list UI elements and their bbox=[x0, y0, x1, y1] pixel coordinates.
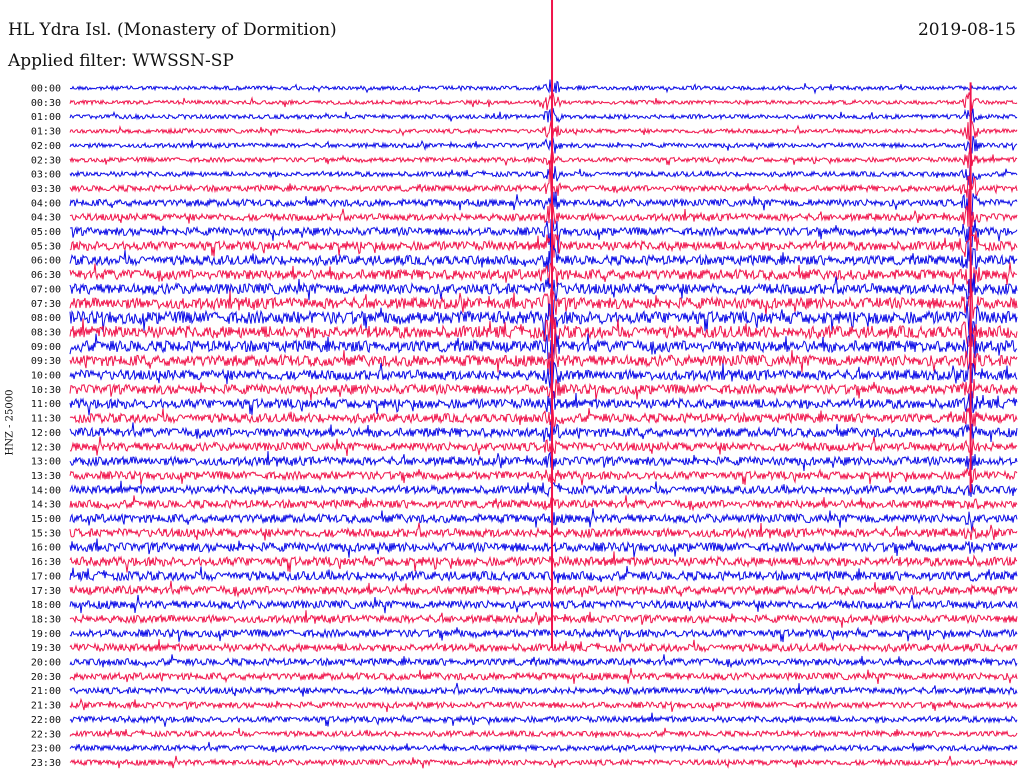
row-time-label: 03:30 bbox=[31, 184, 61, 195]
filter-label: Applied filter: WWSSN-SP bbox=[8, 51, 234, 71]
row-time-label: 23:30 bbox=[31, 758, 61, 769]
trace-row-0200 bbox=[69, 135, 1018, 155]
row-time-label: 06:30 bbox=[31, 270, 61, 281]
row-time-label: 12:30 bbox=[31, 442, 61, 453]
trace-row-0700 bbox=[69, 273, 1018, 302]
row-time-label: 15:30 bbox=[31, 528, 61, 539]
trace-row-1500 bbox=[69, 508, 1018, 533]
row-time-label: 13:30 bbox=[31, 471, 61, 482]
row-time-label: 22:30 bbox=[31, 729, 61, 740]
trace-row-0030 bbox=[69, 92, 1018, 112]
row-time-label: 13:00 bbox=[31, 457, 61, 468]
trace-row-1800 bbox=[69, 594, 1018, 614]
trace-row-1200 bbox=[69, 421, 1018, 443]
trace-row-1530 bbox=[69, 522, 1018, 541]
trace-row-0900 bbox=[69, 331, 1018, 360]
row-time-label: 06:00 bbox=[31, 256, 61, 267]
row-time-label: 07:30 bbox=[31, 299, 61, 310]
row-time-label: 02:30 bbox=[31, 155, 61, 166]
trace-row-2100 bbox=[69, 682, 1018, 697]
row-time-label: 16:30 bbox=[31, 557, 61, 568]
row-time-label: 10:30 bbox=[31, 385, 61, 396]
row-time-label: 04:00 bbox=[31, 198, 61, 209]
row-time-label: 02:00 bbox=[31, 141, 61, 152]
row-time-label: 09:30 bbox=[31, 356, 61, 367]
row-time-label: 08:00 bbox=[31, 313, 61, 324]
station-title: HL Ydra Isl. (Monastery of Dormition) bbox=[8, 20, 337, 40]
row-time-label: 22:00 bbox=[31, 715, 61, 726]
row-time-label: 08:30 bbox=[31, 327, 61, 338]
row-time-label: 18:30 bbox=[31, 614, 61, 625]
trace-row-1130 bbox=[69, 407, 1018, 430]
row-time-label: 20:00 bbox=[31, 658, 61, 669]
trace-row-2330 bbox=[69, 755, 1018, 769]
row-time-label: 09:00 bbox=[31, 342, 61, 353]
row-time-label: 04:30 bbox=[31, 213, 61, 224]
trace-row-0430 bbox=[69, 188, 1018, 233]
trace-row-1300 bbox=[69, 442, 1018, 472]
trace-row-1900 bbox=[69, 626, 1018, 643]
row-time-label: 21:30 bbox=[31, 701, 61, 712]
row-time-label: 19:30 bbox=[31, 643, 61, 654]
trace-row-0500 bbox=[69, 213, 1018, 254]
trace-row-1230 bbox=[69, 436, 1018, 456]
trace-row-1700 bbox=[69, 565, 1018, 584]
trace-row-1100 bbox=[69, 390, 1018, 416]
trace-row-2200 bbox=[69, 712, 1018, 727]
trace-row-0230 bbox=[69, 147, 1018, 169]
trace-row-1730 bbox=[69, 580, 1018, 598]
trace-row-0930 bbox=[69, 325, 1018, 399]
trace-row-1600 bbox=[69, 538, 1018, 558]
trace-row-0530 bbox=[69, 224, 1018, 258]
row-time-label: 01:30 bbox=[31, 127, 61, 138]
row-time-label: 17:30 bbox=[31, 586, 61, 597]
row-time-label: 21:00 bbox=[31, 686, 61, 697]
trace-row-2130 bbox=[69, 697, 1018, 713]
row-time-label: 07:00 bbox=[31, 284, 61, 295]
trace-row-1400 bbox=[69, 480, 1018, 498]
date-label: 2019-08-15 bbox=[917, 20, 1016, 40]
trace-row-1030 bbox=[69, 378, 1018, 401]
row-time-label: 17:00 bbox=[31, 571, 61, 582]
row-time-label: 14:00 bbox=[31, 485, 61, 496]
row-time-label: 23:00 bbox=[31, 744, 61, 755]
trace-row-0100 bbox=[69, 107, 1018, 127]
trace-row-0130 bbox=[69, 119, 1018, 141]
row-time-label: 00:00 bbox=[31, 84, 61, 95]
row-time-label: 19:00 bbox=[31, 629, 61, 640]
trace-row-1000 bbox=[69, 361, 1018, 389]
row-time-label: 14:30 bbox=[31, 500, 61, 511]
trace-row-0400 bbox=[69, 187, 1018, 216]
trace-row-0630 bbox=[69, 255, 1018, 295]
row-time-label: 16:00 bbox=[31, 543, 61, 554]
row-time-label: 18:00 bbox=[31, 600, 61, 611]
trace-row-0000 bbox=[69, 79, 1017, 95]
trace-row-2230 bbox=[69, 727, 1018, 739]
trace-row-0330 bbox=[69, 160, 1018, 201]
row-time-label: 11:00 bbox=[31, 399, 61, 410]
trace-row-0730 bbox=[69, 288, 1018, 319]
row-time-label: 15:00 bbox=[31, 514, 61, 525]
trace-row-1630 bbox=[69, 551, 1018, 573]
row-time-label: 12:00 bbox=[31, 428, 61, 439]
trace-row-1830 bbox=[69, 610, 1018, 628]
trace-row-0300 bbox=[69, 164, 1018, 187]
row-time-label: 10:00 bbox=[31, 371, 61, 382]
row-time-label: 20:30 bbox=[31, 672, 61, 683]
trace-row-1430 bbox=[69, 495, 1018, 512]
trace-row-1330 bbox=[69, 467, 1018, 486]
trace-row-2030 bbox=[69, 667, 1018, 684]
row-time-label: 01:00 bbox=[31, 112, 61, 123]
trace-row-0600 bbox=[69, 219, 1018, 273]
row-time-label: 00:30 bbox=[31, 98, 61, 109]
row-time-label: 05:30 bbox=[31, 241, 61, 252]
row-time-label: 05:00 bbox=[31, 227, 61, 238]
trace-row-2300 bbox=[69, 741, 1018, 754]
row-time-label: 11:30 bbox=[31, 414, 61, 425]
trace-row-1930 bbox=[69, 639, 1018, 654]
trace-row-0830 bbox=[69, 314, 1018, 355]
row-time-label: 03:00 bbox=[31, 170, 61, 181]
trace-row-2000 bbox=[69, 654, 1018, 669]
